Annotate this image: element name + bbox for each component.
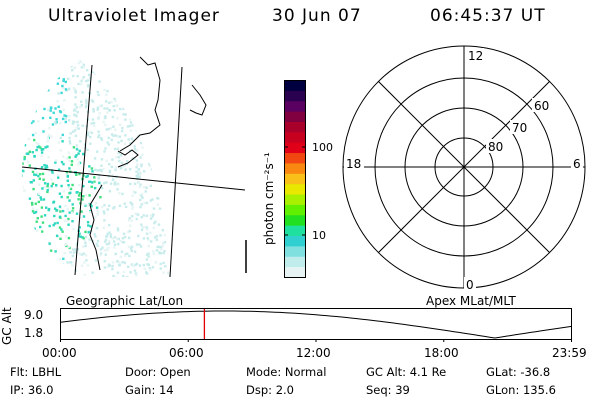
status-glon: GLon: 135.6 xyxy=(486,383,556,397)
colorbar-segment xyxy=(284,204,306,216)
timeline-ytick-top: 9.0 xyxy=(24,308,44,322)
timeline-ylabel: GC Alt xyxy=(0,307,14,345)
orbit-altitude-curve xyxy=(60,310,572,339)
colorbar-segment xyxy=(284,236,306,247)
mlt-label-6: 6 xyxy=(573,157,581,171)
status-glat: GLat: -36.8 xyxy=(486,365,551,379)
colorbar-segment xyxy=(284,153,306,165)
colorbar-unit-label: photon cm⁻²s⁻¹ xyxy=(262,152,276,245)
timeline-ytick-bottom: 1.8 xyxy=(24,326,44,340)
colorbar-segment xyxy=(284,267,306,279)
status-gc-alt: GC Alt: 4.1 Re xyxy=(366,365,447,379)
coastline xyxy=(117,149,139,168)
status-mode: Mode: Normal xyxy=(246,365,327,379)
status-flt: Flt: LBHL xyxy=(10,365,62,379)
polar-plot: 12 0 18 6 60 70 80 xyxy=(342,45,586,292)
timeline-left-caption: Geographic Lat/Lon xyxy=(66,294,184,308)
timeline-frame xyxy=(60,308,572,340)
colorbar-segment xyxy=(284,246,306,258)
colorbar-segment xyxy=(284,184,306,196)
colorbar-tick-10: 10 xyxy=(312,229,326,242)
status-dsp: Dsp: 2.0 xyxy=(246,383,294,397)
colorbar-segment xyxy=(284,215,306,227)
meridian-line xyxy=(169,66,183,278)
date-label: 30 Jun 07 xyxy=(272,6,362,26)
timeline-right-caption: Apex MLat/MLT xyxy=(426,294,516,308)
colorbar-segment xyxy=(284,101,306,113)
coastline xyxy=(119,56,161,152)
coastline xyxy=(189,84,207,116)
colorbar-segment xyxy=(284,80,306,92)
mlat-label-70: 70 xyxy=(512,121,527,135)
colorbar-tick-100: 100 xyxy=(312,141,333,154)
colorbar-segment xyxy=(284,173,306,185)
color-bar xyxy=(284,80,306,279)
colorbar-segment xyxy=(284,111,306,123)
timeline-xtick: 00:00 xyxy=(42,346,77,360)
colorbar-segment xyxy=(284,194,306,206)
colorbar-segment xyxy=(284,121,306,133)
coastline xyxy=(89,184,103,271)
mlat-label-80: 80 xyxy=(488,140,503,154)
instrument-title: Ultraviolet Imager xyxy=(48,6,220,26)
uv-emission-pixels xyxy=(21,60,170,277)
mlt-label-12: 12 xyxy=(468,49,483,63)
timeline-xtick: 12:00 xyxy=(296,346,331,360)
colorbar-segment xyxy=(284,142,306,154)
colorbar-segment xyxy=(284,132,306,144)
colorbar-segment xyxy=(284,225,306,237)
colorbar-segment xyxy=(284,256,306,268)
orbit-timeline xyxy=(60,308,572,342)
mlt-label-0: 0 xyxy=(466,278,474,292)
status-ip: IP: 36.0 xyxy=(10,383,54,397)
timeline-xtick: 18:00 xyxy=(424,346,459,360)
timeline-xtick: 23:59 xyxy=(552,346,587,360)
time-label: 06:45:37 UT xyxy=(430,6,546,26)
meridian-line xyxy=(74,64,93,276)
parallel-line xyxy=(21,166,246,191)
colorbar-segment xyxy=(284,90,306,102)
mlt-label-18: 18 xyxy=(346,157,361,171)
status-gain: Gain: 14 xyxy=(125,383,174,397)
geographic-image xyxy=(21,56,247,278)
timeline-xtick: 06:00 xyxy=(169,346,204,360)
status-door: Door: Open xyxy=(125,365,191,379)
mlat-label-60: 60 xyxy=(534,99,549,113)
mlt-line-diagonal xyxy=(378,81,550,253)
status-seq: Seq: 39 xyxy=(366,383,410,397)
colorbar-segment xyxy=(284,163,306,175)
